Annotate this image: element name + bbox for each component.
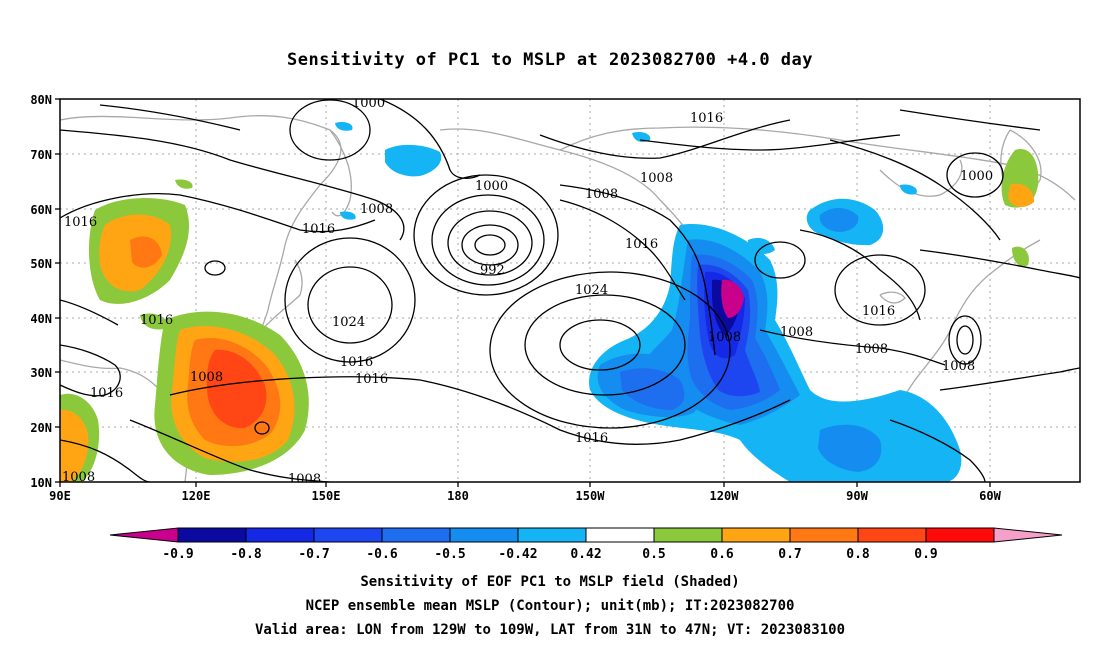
contour-label: 1016 (302, 222, 335, 237)
y-tick-label: 40N (30, 312, 52, 326)
y-tick-label: 10N (30, 476, 52, 490)
contour-label: 1008 (708, 330, 741, 345)
contour-label: 1016 (625, 237, 658, 252)
y-tick-label: 30N (30, 366, 52, 380)
contour-label: 1016 (340, 355, 373, 370)
colorbar-bin (721, 527, 791, 543)
contour-label: 1008 (640, 171, 673, 186)
contour-label: 1008 (942, 359, 975, 374)
y-tick-label: 50N (30, 257, 52, 271)
colorbar-labels: -0.9 -0.8 -0.7 -0.6 -0.5 -0.42 0.42 0.5 0.6 0.7 0.… (162, 547, 937, 562)
contour-label: 1016 (64, 215, 97, 230)
contour-label: 1016 (575, 431, 608, 446)
contour-label: 1000 (352, 96, 385, 111)
axis-ticks (55, 98, 991, 487)
contour-label: 1016 (355, 372, 388, 387)
contour-label: 1008 (585, 187, 618, 202)
caption-line-3: Valid area: LON from 129W to 109W, LAT f… (254, 622, 845, 638)
colorbar-bin (925, 527, 995, 543)
contour-label: 1016 (862, 304, 895, 319)
x-tick-label: 180 (447, 489, 469, 503)
map-frame (59, 98, 1081, 483)
colorbar-tick-label: -0.5 (434, 547, 465, 562)
contour-label: 992 (480, 263, 505, 278)
colorbar-bin (381, 527, 451, 543)
colorbar-tick-label: 0.7 (778, 547, 801, 562)
contour-label: 1008 (780, 325, 813, 340)
x-tick-label: 90E (49, 489, 71, 503)
colorbar-below-min (109, 527, 179, 543)
colorbar-tick-label: 0.42 (570, 547, 601, 562)
negative-sensitivity-shading (335, 121, 962, 482)
contour-label: 1008 (855, 342, 888, 357)
caption-line-2: NCEP ensemble mean MSLP (Contour); unit(… (305, 598, 795, 614)
contour-label: 1008 (62, 470, 95, 485)
contour-label: 1000 (475, 179, 508, 194)
plot-area: 1000 1016 1008 1016 1000 1008 1008 1000 … (60, 96, 1080, 487)
colorbar-bin (313, 527, 383, 543)
contour-label: 1016 (690, 111, 723, 126)
map-title: Sensitivity of PC1 to MSLP at 2023082700… (286, 50, 813, 70)
colorbar-bin (585, 527, 655, 543)
colorbar-bin (857, 527, 927, 543)
contour-label: 1016 (140, 313, 173, 328)
contour-label: 1016 (90, 386, 123, 401)
y-tick-label: 60N (30, 203, 52, 217)
x-tick-label: 120W (710, 489, 740, 503)
caption-line-1: Sensitivity of EOF PC1 to MSLP field (Sh… (360, 574, 740, 590)
contour-label: 1008 (288, 472, 321, 487)
colorbar-bin (245, 527, 315, 543)
colorbar-bin (517, 527, 587, 543)
x-tick-label: 150W (576, 489, 606, 503)
colorbar-bin (177, 527, 247, 543)
contour-labels: 1000 1016 1008 1016 1000 1008 1008 1000 … (62, 96, 993, 487)
colorbar-tick-label: -0.6 (366, 547, 397, 562)
contour-label: 1008 (360, 202, 393, 217)
contour-label: 1024 (575, 283, 608, 298)
contour-label: 1000 (960, 169, 993, 184)
colorbar-tick-label: -0.42 (498, 547, 537, 562)
colorbar-bin (449, 527, 519, 543)
x-axis-labels: 90E 120E 150E 180 150W 120W 90W 60W (49, 489, 1001, 503)
colorbar-tick-label: -0.9 (162, 547, 193, 562)
contour-label: 1024 (332, 315, 365, 330)
y-axis-labels: 80N 70N 60N 50N 40N 30N 20N 10N (30, 93, 52, 490)
colorbar-bin (789, 527, 859, 543)
mslp-contours (60, 99, 1080, 482)
colorbar-tick-label: 0.5 (642, 547, 665, 562)
colorbar-tick-label: 0.9 (914, 547, 937, 562)
x-tick-label: 150E (312, 489, 341, 503)
contour-label: 1008 (190, 370, 223, 385)
colorbar-tick-label: -0.7 (298, 547, 329, 562)
x-tick-label: 90W (846, 489, 868, 503)
positive-sensitivity-shading (60, 149, 1039, 482)
colorbar-above-max (993, 527, 1063, 543)
colorbar-tick-label: -0.8 (230, 547, 261, 562)
x-tick-label: 60W (979, 489, 1001, 503)
y-tick-label: 70N (30, 148, 52, 162)
x-tick-label: 120E (182, 489, 211, 503)
y-tick-label: 80N (30, 93, 52, 107)
colorbar-bin (653, 527, 723, 543)
colorbar-tick-label: 0.6 (710, 547, 734, 562)
y-tick-label: 20N (30, 421, 52, 435)
colorbar-tick-label: 0.8 (846, 547, 870, 562)
colorbar (109, 527, 1063, 543)
